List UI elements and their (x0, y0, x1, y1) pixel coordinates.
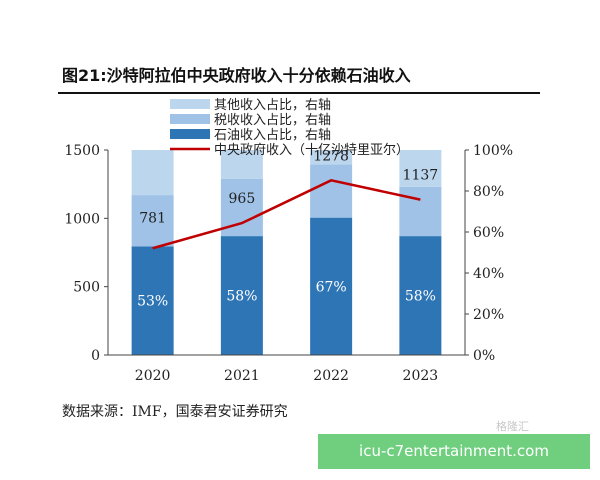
line-data-label: 965 (229, 191, 256, 207)
bar-data-label: 53% (137, 294, 168, 310)
bar-other-2022 (310, 150, 353, 165)
bar-other-2023 (399, 150, 442, 187)
x-tick-label: 2021 (224, 368, 260, 384)
bar-tax-2020 (131, 195, 174, 247)
line-data-label: 1137 (403, 168, 439, 184)
bar-oil-2021 (220, 236, 263, 355)
bar-tax-2023 (399, 186, 442, 237)
title-rule (58, 92, 540, 94)
watermark-logo: 格隆汇 (496, 420, 529, 433)
right-tick-label: 0% (473, 348, 495, 364)
legend-swatch (170, 129, 210, 139)
legend-label: 其他收入占比，右轴 (214, 98, 331, 113)
bar-oil-2023 (399, 236, 442, 355)
bar-data-label: 67% (316, 279, 347, 295)
legend-swatch (170, 114, 210, 124)
right-tick-label: 40% (473, 266, 504, 282)
right-tick-label: 60% (473, 225, 504, 241)
right-tick-label: 20% (473, 307, 504, 323)
line-data-label: 781 (139, 210, 166, 226)
chart-title: 图21:沙特阿拉伯中央政府收入十分依赖石油收入 (62, 66, 411, 85)
legend-label: 石油收入占比，右轴 (214, 128, 331, 143)
left-tick-label: 500 (73, 280, 100, 296)
left-tick-label: 1000 (64, 211, 100, 227)
right-tick-label: 100% (473, 143, 513, 159)
bar-oil-2022 (310, 217, 353, 355)
bar-data-label: 58% (405, 289, 436, 305)
revenue-line (152, 179, 421, 250)
bar-tax-2022 (310, 164, 353, 218)
url-banner[interactable]: icu-c7entertainment.com (318, 434, 590, 469)
legend-label: 中央政府收入（十亿沙特里亚尔） (214, 143, 409, 158)
legend-swatch (170, 99, 210, 109)
x-tick-label: 2023 (403, 368, 439, 384)
bar-oil-2020 (131, 246, 174, 355)
legend-label: 税收收入占比，右轴 (214, 113, 331, 128)
bar-other-2020 (131, 150, 174, 196)
right-tick-label: 80% (473, 184, 504, 200)
bar-other-2021 (220, 150, 263, 179)
line-data-label: 1278 (313, 148, 349, 164)
source-note: 数据来源：IMF，国泰君安证券研究 (62, 404, 288, 420)
x-tick-label: 2022 (313, 368, 349, 384)
left-tick-label: 1500 (64, 143, 100, 159)
x-tick-label: 2020 (135, 368, 171, 384)
left-tick-label: 0 (91, 348, 100, 364)
bar-data-label: 58% (226, 289, 257, 305)
